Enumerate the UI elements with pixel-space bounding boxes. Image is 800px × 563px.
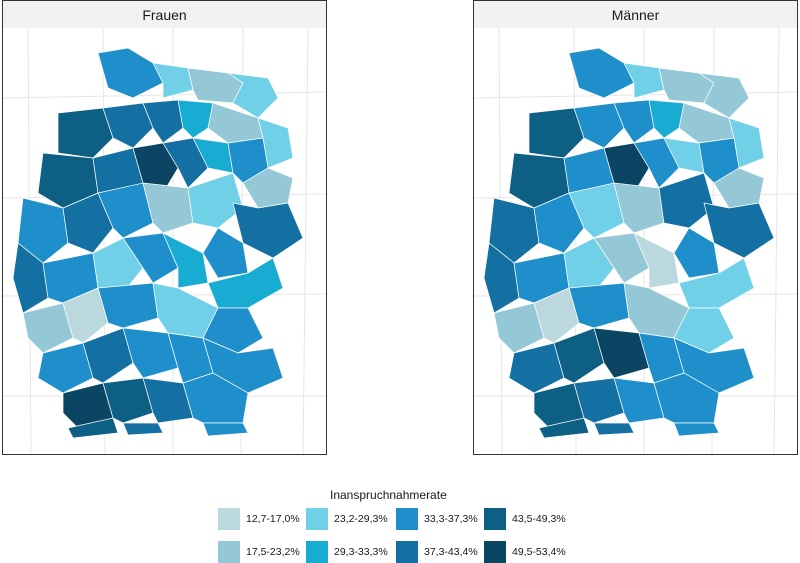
legend-swatch	[484, 541, 506, 563]
facet-title-frauen: Frauen	[142, 6, 187, 23]
legend: Inanspruchnahmerate 12,7-17,0% 17,5-23,2…	[0, 480, 800, 563]
legend-label: 37,3-43,4%	[424, 546, 478, 558]
legend-label: 43,5-49,3%	[512, 513, 566, 525]
facet-strip-maenner: Männer	[473, 0, 798, 29]
germany-regions	[483, 47, 775, 439]
facet-title-maenner: Männer	[611, 6, 660, 23]
legend-swatch	[306, 508, 328, 530]
germany-regions	[12, 47, 304, 439]
legend-item: 23,2-29,3%	[306, 508, 388, 530]
legend-swatch	[396, 541, 418, 563]
legend-swatch	[484, 508, 506, 530]
legend-swatch	[218, 508, 240, 530]
germany-map-maenner	[474, 28, 797, 454]
legend-item: 29,3-33,3%	[306, 541, 388, 563]
map-frauen	[2, 28, 327, 455]
legend-item: 49,5-53,4%	[484, 541, 566, 563]
legend-label: 17,5-23,2%	[246, 546, 300, 558]
legend-item: 37,3-43,4%	[396, 541, 478, 563]
legend-item: 12,7-17,0%	[218, 508, 300, 530]
legend-swatch	[218, 541, 240, 563]
legend-label: 49,5-53,4%	[512, 546, 566, 558]
facet-panel-frauen: Frauen	[2, 0, 327, 455]
legend-title: Inanspruchnahmerate	[330, 488, 447, 502]
legend-label: 33,3-37,3%	[424, 513, 478, 525]
legend-item: 33,3-37,3%	[396, 508, 478, 530]
map-maenner	[473, 28, 798, 455]
legend-label: 29,3-33,3%	[334, 546, 388, 558]
legend-swatch	[306, 541, 328, 563]
legend-label: 12,7-17,0%	[246, 513, 300, 525]
legend-label: 23,2-29,3%	[334, 513, 388, 525]
facet-panel-maenner: Männer	[473, 0, 798, 455]
legend-item: 43,5-49,3%	[484, 508, 566, 530]
legend-item: 17,5-23,2%	[218, 541, 300, 563]
facet-strip-frauen: Frauen	[2, 0, 327, 29]
legend-swatch	[396, 508, 418, 530]
germany-map-frauen	[3, 28, 326, 454]
